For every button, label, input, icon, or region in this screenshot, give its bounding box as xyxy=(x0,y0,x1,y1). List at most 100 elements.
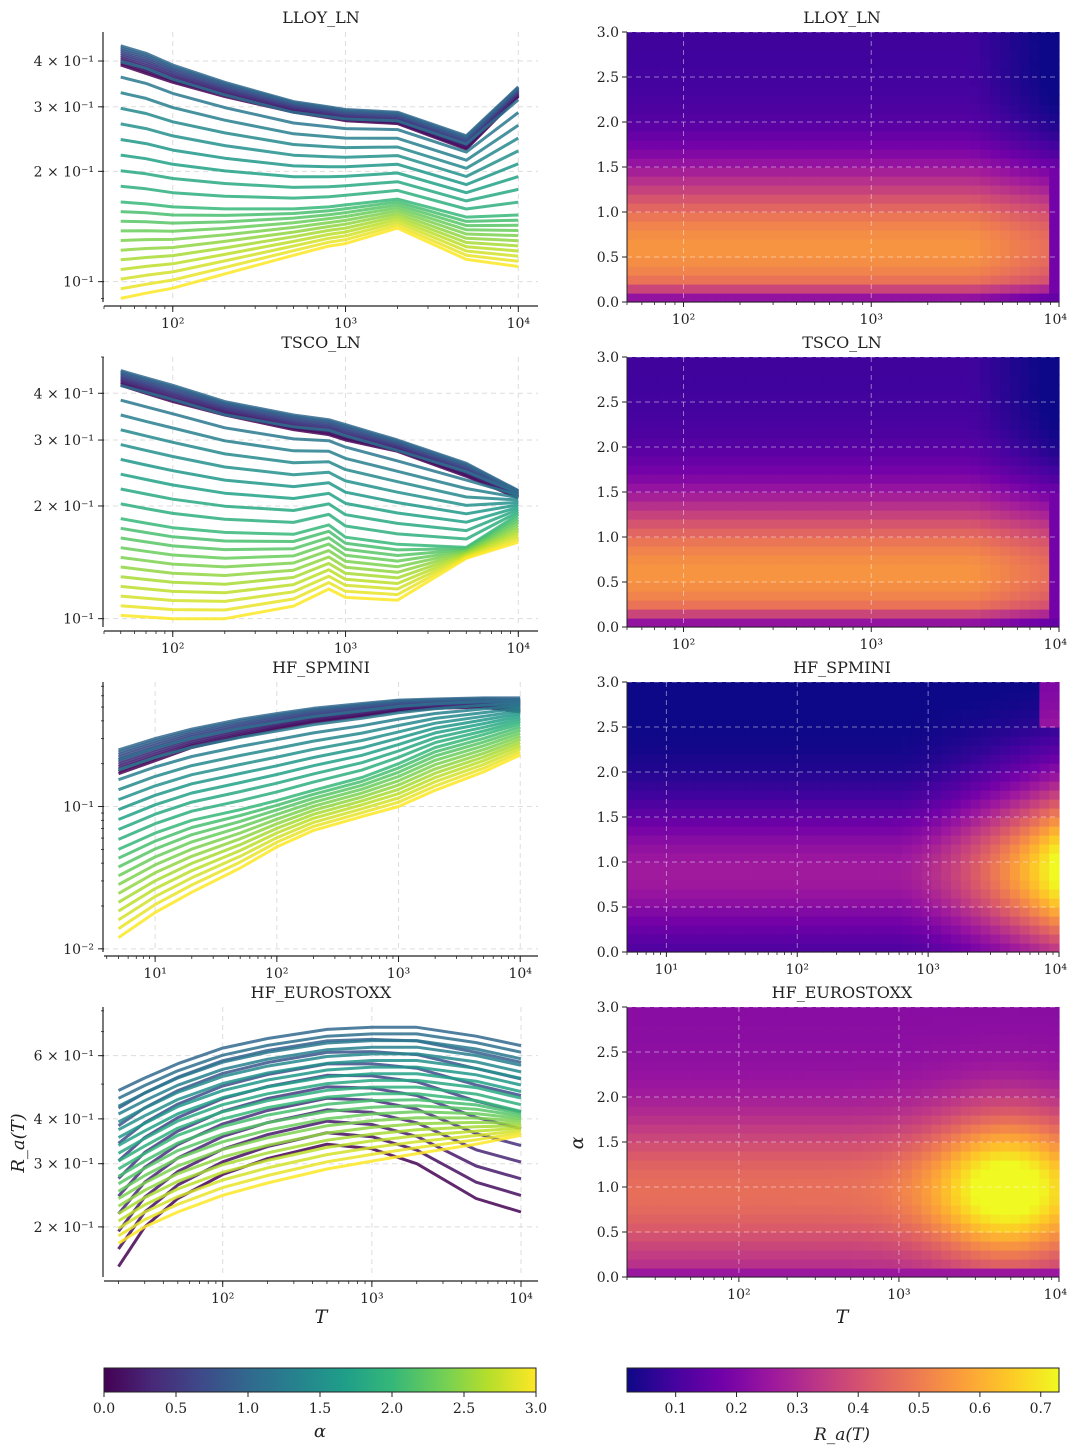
heatmap-cell xyxy=(951,925,962,935)
heatmap-cell xyxy=(901,871,913,881)
heatmap-cell xyxy=(1039,429,1050,439)
heatmap-cell xyxy=(1029,1232,1040,1242)
heatmap-cell xyxy=(960,799,972,809)
heatmap-cell xyxy=(813,772,824,782)
heatmap-cell xyxy=(685,898,697,908)
heatmap-cell xyxy=(1019,465,1031,475)
series-line xyxy=(117,738,521,895)
heatmap-cell xyxy=(833,907,844,917)
y-tick-label: 3.0 xyxy=(597,25,619,41)
heatmap-cell xyxy=(872,790,883,800)
heatmap-cell xyxy=(872,1205,883,1215)
heatmap-cell xyxy=(685,889,697,899)
heatmap-cell xyxy=(872,1178,883,1188)
heatmap-cell xyxy=(725,898,736,908)
heatmap-cell xyxy=(951,492,962,502)
heatmap-cell xyxy=(951,402,962,412)
heatmap-cell xyxy=(676,275,687,285)
heatmap-cell xyxy=(656,257,667,267)
heatmap-cell xyxy=(1029,519,1040,529)
heatmap-cell xyxy=(685,528,697,538)
heatmap-cell xyxy=(715,754,726,764)
heatmap-cell xyxy=(951,59,962,69)
heatmap-cell xyxy=(627,429,638,439)
heatmap-cell xyxy=(852,293,864,303)
heatmap-cell xyxy=(921,934,932,944)
heatmap-cell xyxy=(931,618,942,628)
heatmap-cell xyxy=(646,546,658,556)
heatmap-cell xyxy=(1009,221,1021,231)
heatmap-cell xyxy=(754,709,766,719)
heatmap-cell xyxy=(1039,1250,1050,1260)
heatmap-cell xyxy=(911,555,923,565)
heatmap-cell xyxy=(872,456,883,466)
heatmap-cell xyxy=(901,1232,913,1242)
heatmap-cell xyxy=(813,817,824,827)
series-line xyxy=(117,1129,522,1230)
heatmap-cell xyxy=(803,59,815,69)
heatmap-cell xyxy=(1039,600,1050,610)
heatmap-cell xyxy=(636,871,648,881)
heatmap-cell xyxy=(990,203,1001,213)
heatmap-cell xyxy=(695,393,707,403)
heatmap-cell xyxy=(843,835,854,845)
heatmap-cell xyxy=(843,781,854,791)
heatmap-cell xyxy=(803,862,815,872)
heatmap-cell xyxy=(852,682,864,692)
heatmap-cell xyxy=(784,266,795,276)
heatmap-cell xyxy=(960,158,972,168)
heatmap-cell xyxy=(784,248,795,258)
heatmap-cell xyxy=(784,375,795,385)
heatmap-cell xyxy=(646,113,658,123)
heatmap-cell xyxy=(676,546,687,556)
heatmap-cell xyxy=(960,402,972,412)
heatmap-cell xyxy=(843,483,854,493)
heatmap-cell xyxy=(744,934,756,944)
heatmap-cell xyxy=(725,582,736,592)
heatmap-cell xyxy=(813,194,824,204)
heatmap-cell xyxy=(951,366,962,376)
heatmap-cell xyxy=(862,384,874,394)
heatmap-cell xyxy=(823,916,834,926)
heatmap-cell xyxy=(685,456,697,466)
heatmap-cell xyxy=(1039,239,1050,249)
heatmap-cell xyxy=(892,907,903,917)
heatmap-cell xyxy=(744,1214,756,1224)
heatmap-cell xyxy=(862,1232,874,1242)
heatmap-cell xyxy=(852,1178,864,1188)
heatmap-cell xyxy=(784,501,795,511)
heatmap-cell xyxy=(960,257,972,267)
heatmap-cell xyxy=(823,393,834,403)
series-line xyxy=(120,529,519,586)
heatmap-cell xyxy=(931,275,942,285)
heatmap-cell xyxy=(931,429,942,439)
heatmap-cell xyxy=(1029,916,1040,926)
heatmap-cell xyxy=(1000,1241,1011,1251)
heatmap-cell xyxy=(931,808,942,818)
heatmap-cell xyxy=(921,41,932,51)
heatmap-cell xyxy=(980,1196,991,1206)
heatmap-cell xyxy=(695,176,707,186)
heatmap-cell xyxy=(793,790,805,800)
heatmap-cell xyxy=(646,239,658,249)
heatmap-cell xyxy=(744,862,756,872)
heatmap-cell xyxy=(823,447,834,457)
heatmap-cell xyxy=(666,393,677,403)
heatmap-cell xyxy=(852,357,864,367)
series-line xyxy=(120,540,519,621)
heatmap-cell xyxy=(656,50,667,60)
heatmap-cell xyxy=(951,600,962,610)
heatmap-cell xyxy=(882,212,893,222)
heatmap-cell xyxy=(951,754,962,764)
heatmap-cell xyxy=(666,835,677,845)
heatmap-cell xyxy=(774,709,785,719)
heatmap-cell xyxy=(892,1205,903,1215)
heatmap-cell xyxy=(784,230,795,240)
heatmap-cell xyxy=(695,366,707,376)
heatmap-cell xyxy=(872,555,883,565)
heatmap-cell xyxy=(685,709,697,719)
heatmap-cell xyxy=(843,239,854,249)
heatmap-cell xyxy=(843,889,854,899)
heatmap-cell xyxy=(911,68,923,78)
heatmap-cell xyxy=(892,32,903,42)
